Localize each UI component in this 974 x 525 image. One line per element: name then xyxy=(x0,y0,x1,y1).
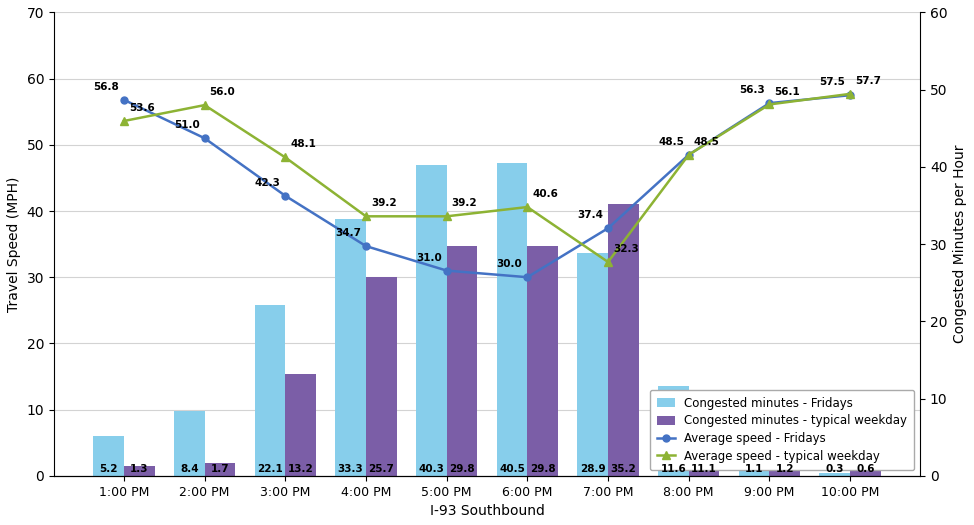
Bar xyxy=(124,466,155,476)
Text: 8.4: 8.4 xyxy=(180,464,199,474)
Bar xyxy=(608,204,639,476)
Bar xyxy=(769,467,800,476)
Text: 30.0: 30.0 xyxy=(497,259,522,269)
Text: 51.0: 51.0 xyxy=(174,120,200,130)
Bar xyxy=(285,374,316,476)
Bar xyxy=(335,218,366,476)
Text: 11.6: 11.6 xyxy=(660,464,687,474)
Text: 13.2: 13.2 xyxy=(287,464,314,474)
Legend: Congested minutes - Fridays, Congested minutes - typical weekday, Average speed : Congested minutes - Fridays, Congested m… xyxy=(650,390,915,470)
Text: 33.3: 33.3 xyxy=(338,464,363,474)
Bar xyxy=(205,463,236,476)
Bar xyxy=(94,436,124,476)
Bar xyxy=(819,474,850,476)
Text: 42.3: 42.3 xyxy=(254,178,281,188)
Bar xyxy=(497,163,527,476)
X-axis label: I-93 Southbound: I-93 Southbound xyxy=(430,504,544,518)
Bar xyxy=(447,246,477,476)
Text: 56.1: 56.1 xyxy=(774,87,800,97)
Bar xyxy=(254,305,285,476)
Bar xyxy=(738,467,769,476)
Text: 35.2: 35.2 xyxy=(611,464,636,474)
Text: 57.7: 57.7 xyxy=(855,76,880,86)
Text: 0.3: 0.3 xyxy=(826,464,844,474)
Bar xyxy=(366,277,396,476)
Text: 0.6: 0.6 xyxy=(856,464,875,474)
Text: 56.3: 56.3 xyxy=(739,85,765,95)
Text: 28.9: 28.9 xyxy=(580,464,606,474)
Text: 5.2: 5.2 xyxy=(99,464,118,474)
Y-axis label: Congested Minutes per Hour: Congested Minutes per Hour xyxy=(953,145,967,343)
Text: 1.2: 1.2 xyxy=(775,464,794,474)
Bar xyxy=(416,164,447,476)
Text: 40.3: 40.3 xyxy=(419,464,444,474)
Text: 56.0: 56.0 xyxy=(209,87,235,97)
Bar xyxy=(850,471,880,476)
Text: 32.3: 32.3 xyxy=(613,244,639,254)
Text: 29.8: 29.8 xyxy=(449,464,474,474)
Text: 48.5: 48.5 xyxy=(658,137,684,147)
Text: 37.4: 37.4 xyxy=(578,211,603,220)
Text: 11.1: 11.1 xyxy=(692,464,717,474)
Text: 29.8: 29.8 xyxy=(530,464,555,474)
Bar xyxy=(174,411,205,476)
Text: 40.6: 40.6 xyxy=(532,189,558,199)
Bar xyxy=(578,253,608,476)
Bar xyxy=(527,246,558,476)
Text: 48.5: 48.5 xyxy=(693,137,720,147)
Text: 1.7: 1.7 xyxy=(210,464,229,474)
Text: 40.5: 40.5 xyxy=(499,464,525,474)
Y-axis label: Travel Speed (MPH): Travel Speed (MPH) xyxy=(7,176,21,312)
Bar xyxy=(658,386,689,476)
Text: 48.1: 48.1 xyxy=(290,140,316,150)
Text: 39.2: 39.2 xyxy=(371,198,396,208)
Text: 1.1: 1.1 xyxy=(745,464,764,474)
Text: 53.6: 53.6 xyxy=(129,103,155,113)
Text: 56.8: 56.8 xyxy=(94,82,119,92)
Text: 22.1: 22.1 xyxy=(257,464,282,474)
Text: 39.2: 39.2 xyxy=(452,198,477,208)
Text: 25.7: 25.7 xyxy=(368,464,394,474)
Text: 1.3: 1.3 xyxy=(130,464,148,474)
Text: 31.0: 31.0 xyxy=(416,253,442,262)
Text: 34.7: 34.7 xyxy=(335,228,361,238)
Bar xyxy=(689,390,720,476)
Text: 57.5: 57.5 xyxy=(819,77,845,87)
